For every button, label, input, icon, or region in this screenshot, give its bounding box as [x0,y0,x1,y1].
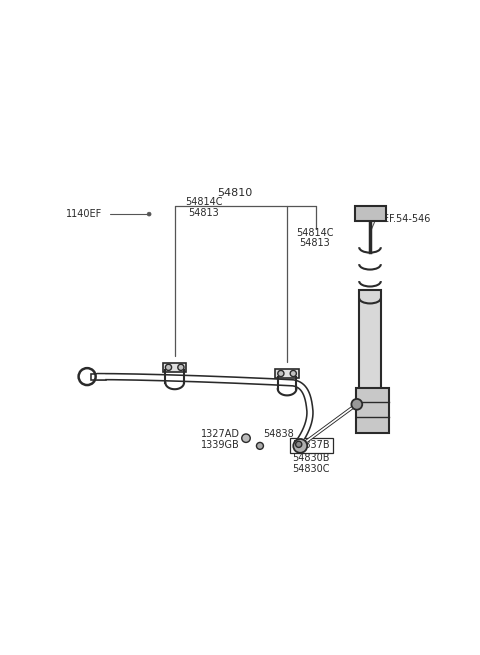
Circle shape [256,442,264,449]
Circle shape [166,364,172,371]
Text: REF.54-546: REF.54-546 [376,214,431,224]
Text: 54814C: 54814C [296,227,334,238]
Text: 54814C: 54814C [186,196,223,207]
Text: 54830C: 54830C [292,464,330,474]
Text: 54837B: 54837B [292,440,330,450]
Text: 54810: 54810 [217,188,252,198]
Circle shape [178,364,184,371]
Bar [355,206,385,221]
Text: 54838: 54838 [263,429,294,440]
Circle shape [278,371,284,377]
Bar [359,290,381,390]
Bar [356,388,389,433]
Text: 1339GB: 1339GB [201,440,240,450]
Circle shape [296,441,302,447]
Circle shape [351,399,362,409]
Circle shape [290,371,296,377]
Text: 54813: 54813 [300,238,330,248]
Text: 1140EF: 1140EF [66,209,102,219]
Bar [276,369,299,378]
Text: 1327AD: 1327AD [201,429,240,440]
Circle shape [242,434,250,442]
Text: 54813: 54813 [189,208,219,217]
Bar [163,363,186,372]
Circle shape [147,212,151,216]
Text: 54830B: 54830B [292,453,330,463]
Circle shape [293,439,307,453]
